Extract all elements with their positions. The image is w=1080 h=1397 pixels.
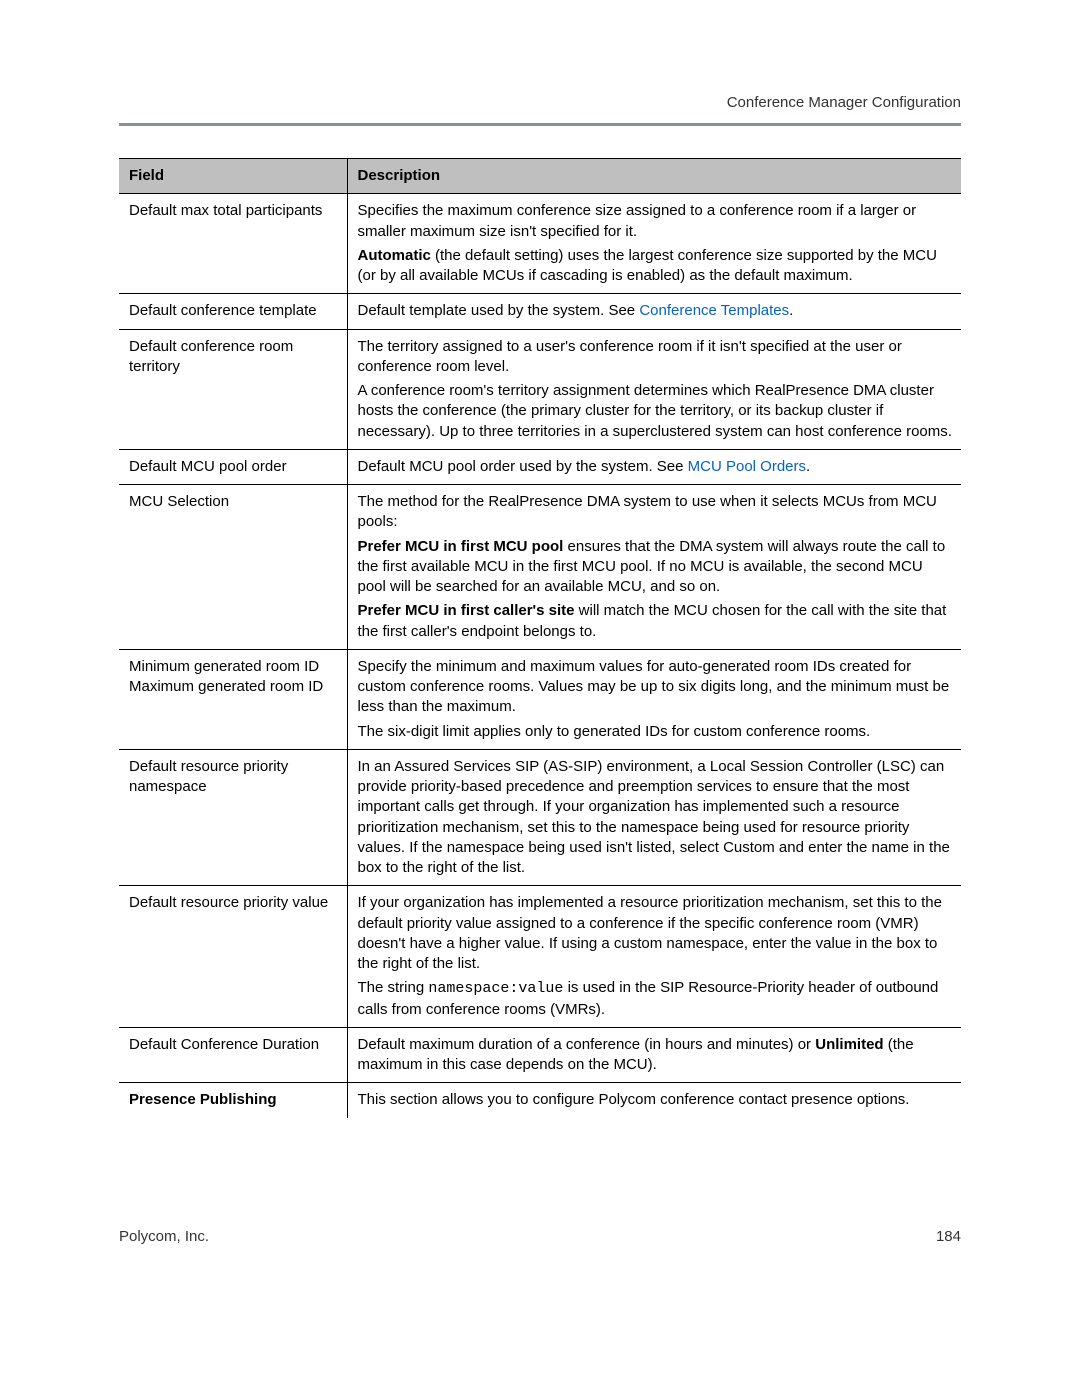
page: Conference Manager Configuration Field D…	[0, 0, 1080, 1305]
desc-text: .	[806, 458, 810, 475]
desc-paragraph: Default maximum duration of a conference…	[358, 1035, 956, 1076]
table-row: Default resource priority value If your …	[119, 886, 961, 1028]
footer-company: Polycom, Inc.	[119, 1228, 209, 1245]
field-cell: MCU Selection	[119, 485, 347, 650]
desc-text: Default MCU pool order used by the syste…	[358, 458, 688, 475]
table-row: Minimum generated room ID Maximum genera…	[119, 649, 961, 749]
footer-page-number: 184	[936, 1228, 961, 1245]
field-line: Maximum generated room ID	[129, 677, 335, 697]
desc-paragraph: The territory assigned to a user's confe…	[358, 337, 956, 378]
field-cell: Default max total participants	[119, 194, 347, 294]
field-cell: Presence Publishing	[119, 1083, 347, 1118]
field-line: Minimum generated room ID	[129, 657, 335, 677]
desc-paragraph: Default MCU pool order used by the syste…	[358, 457, 956, 477]
desc-cell: Default template used by the system. See…	[347, 294, 961, 329]
field-cell: Default conference template	[119, 294, 347, 329]
field-cell: Default MCU pool order	[119, 449, 347, 484]
table-row: Default resource priority namespace In a…	[119, 749, 961, 886]
field-cell: Default resource priority value	[119, 886, 347, 1028]
desc-paragraph: Specifies the maximum conference size as…	[358, 201, 956, 242]
field-cell: Default conference room territory	[119, 329, 347, 449]
page-footer: Polycom, Inc. 184	[119, 1228, 961, 1245]
desc-cell: Specify the minimum and maximum values f…	[347, 649, 961, 749]
link-mcu-pool-orders[interactable]: MCU Pool Orders	[688, 458, 806, 475]
code-text: namespace:value	[428, 980, 563, 997]
bold-text: Presence Publishing	[129, 1091, 277, 1108]
desc-cell: The territory assigned to a user's confe…	[347, 329, 961, 449]
table-row: Default max total participants Specifies…	[119, 194, 961, 294]
field-cell: Default resource priority namespace	[119, 749, 347, 886]
field-cell: Default Conference Duration	[119, 1027, 347, 1083]
desc-paragraph: The method for the RealPresence DMA syst…	[358, 492, 956, 533]
desc-paragraph: If your organization has implemented a r…	[358, 893, 956, 974]
desc-paragraph: Prefer MCU in first caller's site will m…	[358, 601, 956, 642]
desc-paragraph: The six-digit limit applies only to gene…	[358, 722, 956, 742]
desc-cell: If your organization has implemented a r…	[347, 886, 961, 1028]
bold-text: Unlimited	[815, 1036, 883, 1053]
desc-text: Default maximum duration of a conference…	[358, 1036, 816, 1053]
desc-cell: Default maximum duration of a conference…	[347, 1027, 961, 1083]
field-cell: Minimum generated room ID Maximum genera…	[119, 649, 347, 749]
column-header-description: Description	[347, 159, 961, 194]
desc-paragraph: This section allows you to configure Pol…	[358, 1090, 956, 1110]
desc-paragraph: The string namespace:value is used in th…	[358, 978, 956, 1020]
desc-text: The string	[358, 979, 429, 996]
desc-paragraph: Prefer MCU in first MCU pool ensures tha…	[358, 537, 956, 598]
desc-paragraph: A conference room's territory assignment…	[358, 381, 956, 442]
desc-text: .	[789, 302, 793, 319]
table-header-row: Field Description	[119, 159, 961, 194]
desc-text: (the default setting) uses the largest c…	[358, 247, 937, 284]
desc-paragraph: Specify the minimum and maximum values f…	[358, 657, 956, 718]
table-row: Default conference room territory The te…	[119, 329, 961, 449]
table-row: Default conference template Default temp…	[119, 294, 961, 329]
desc-paragraph: Automatic (the default setting) uses the…	[358, 246, 956, 287]
config-table: Field Description Default max total part…	[119, 158, 961, 1118]
column-header-field: Field	[119, 159, 347, 194]
table-row: Default Conference Duration Default maxi…	[119, 1027, 961, 1083]
table-row: Presence Publishing This section allows …	[119, 1083, 961, 1118]
desc-cell: Specifies the maximum conference size as…	[347, 194, 961, 294]
desc-cell: Default MCU pool order used by the syste…	[347, 449, 961, 484]
table-row: Default MCU pool order Default MCU pool …	[119, 449, 961, 484]
bold-text: Prefer MCU in first caller's site	[358, 602, 575, 619]
link-conference-templates[interactable]: Conference Templates	[639, 302, 789, 319]
desc-text: Default template used by the system. See	[358, 302, 640, 319]
bold-text: Automatic	[358, 247, 431, 264]
desc-cell: This section allows you to configure Pol…	[347, 1083, 961, 1118]
desc-cell: The method for the RealPresence DMA syst…	[347, 485, 961, 650]
desc-paragraph: In an Assured Services SIP (AS-SIP) envi…	[358, 757, 956, 879]
bold-text: Prefer MCU in first MCU pool	[358, 538, 564, 555]
desc-cell: In an Assured Services SIP (AS-SIP) envi…	[347, 749, 961, 886]
table-row: MCU Selection The method for the RealPre…	[119, 485, 961, 650]
desc-paragraph: Default template used by the system. See…	[358, 301, 956, 321]
page-header-title: Conference Manager Configuration	[119, 94, 961, 111]
header-rule	[119, 123, 961, 126]
